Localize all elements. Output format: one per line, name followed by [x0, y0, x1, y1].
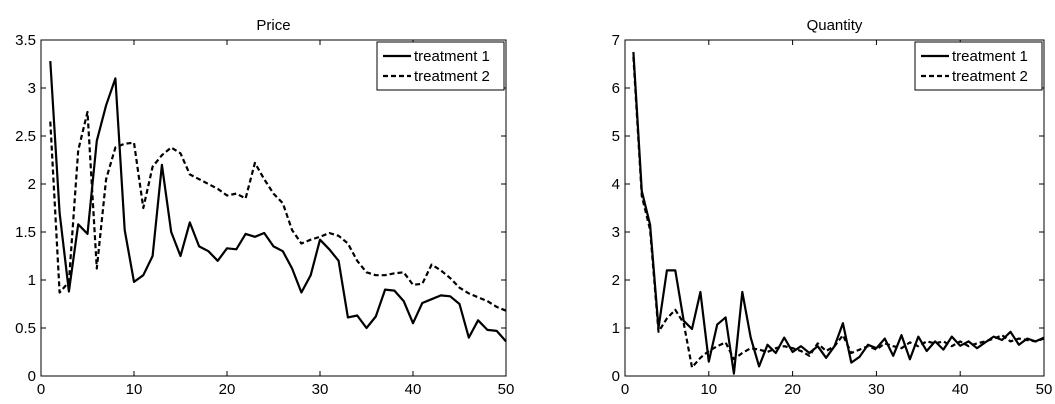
y-tick-label: 5: [612, 128, 620, 145]
x-tick-label: 50: [1036, 381, 1053, 398]
x-tick-label: 10: [126, 381, 143, 398]
y-tick-label: 2: [612, 272, 620, 289]
y-tick-label: 3.5: [15, 32, 36, 49]
y-tick-label: 1: [28, 272, 36, 289]
x-tick-label: 40: [952, 381, 969, 398]
x-tick-label: 0: [37, 381, 45, 398]
x-tick-label: 50: [498, 381, 515, 398]
legend-label: treatment 1: [414, 48, 490, 65]
x-tick-label: 10: [700, 381, 717, 398]
y-tick-label: 3: [612, 224, 620, 241]
y-tick-label: 6: [612, 80, 620, 97]
legend-label: treatment 1: [952, 48, 1028, 65]
series-line-treatment-2: [632, 56, 1045, 369]
x-tick-label: 20: [784, 381, 801, 398]
series-line-treatment-1: [49, 61, 507, 343]
chart-title: Price: [256, 17, 290, 34]
y-tick-label: 7: [612, 32, 620, 49]
y-tick-label: 2.5: [15, 128, 36, 145]
x-tick-label: 30: [312, 381, 329, 398]
series-line-treatment-1: [632, 51, 1045, 375]
y-tick-label: 1: [612, 320, 620, 337]
series-line-treatment-2: [49, 110, 507, 312]
y-tick-label: 0.5: [15, 320, 36, 337]
legend-label: treatment 2: [952, 68, 1028, 85]
legend-label: treatment 2: [414, 68, 490, 85]
legend-box: [376, 41, 505, 91]
legend-box: [914, 41, 1043, 91]
y-tick-label: 3: [28, 80, 36, 97]
y-tick-label: 0: [612, 368, 620, 385]
quantity-chart: Quantity 0 10 20 30 40 50 0 1 2 3 4 5 6 7 treatment 1 tr…: [612, 17, 1053, 398]
y-tick-label: 1.5: [15, 224, 36, 241]
x-tick-label: 30: [868, 381, 885, 398]
x-tick-label: 0: [621, 381, 629, 398]
x-tick-label: 40: [405, 381, 422, 398]
y-tick-label: 2: [28, 176, 36, 193]
y-tick-label: 4: [612, 176, 620, 193]
plot-area-frame: [40, 39, 507, 377]
plot-area-frame: [624, 39, 1045, 377]
x-tick-label: 20: [219, 381, 236, 398]
y-tick-label: 0: [28, 368, 36, 385]
price-chart: Price 0 10 20 30 40 50 0 0.5 1 1.5 2 2.5 3 3.5 treatmen…: [15, 17, 514, 398]
chart-title: Quantity: [807, 17, 863, 34]
